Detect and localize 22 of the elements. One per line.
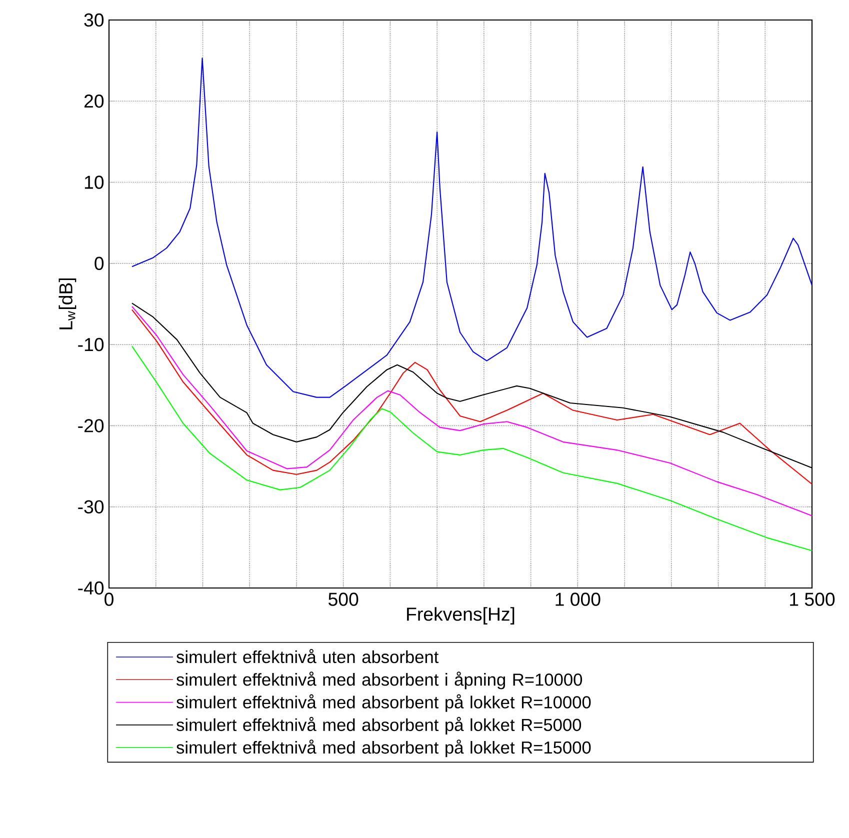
y-axis-title: L$_{w}$[dB] [58, 278, 76, 330]
y-tick-label: -30 [78, 500, 104, 514]
x-tick-label: 500 [328, 592, 358, 606]
line-series [131, 58, 812, 398]
x-tick-label: 0 [104, 592, 114, 606]
legend-label: simulert effektnivå med absorbent i åpning R=10000 [176, 672, 582, 690]
y-tick-label: -20 [78, 419, 104, 432]
y-tick-label: 30 [84, 13, 104, 27]
line-series [131, 346, 812, 552]
y-tick-label: 10 [84, 176, 104, 189]
legend-label: simulert effektnivå med absorbent på lokket R=10000 [176, 694, 591, 712]
x-tick-label: 1 500 [790, 592, 835, 606]
y-tick-label: -10 [78, 338, 104, 352]
x-axis-title: Frekvens[Hz] [407, 607, 514, 624]
y-tick-label: 20 [84, 94, 104, 108]
x-tick-label: 1 000 [556, 592, 600, 606]
y-tick-label: 0 [94, 256, 104, 270]
legend-label: simulert effektnivå med absorbent på lokket R=15000 [176, 740, 591, 758]
y-tick-label: -40 [78, 581, 104, 595]
line-series [131, 306, 812, 516]
legend-label: simulert effektnivå uten absorbent [176, 649, 439, 664]
legend-label: simulert effektnivå med absorbent på lokket R=5000 [176, 716, 582, 735]
